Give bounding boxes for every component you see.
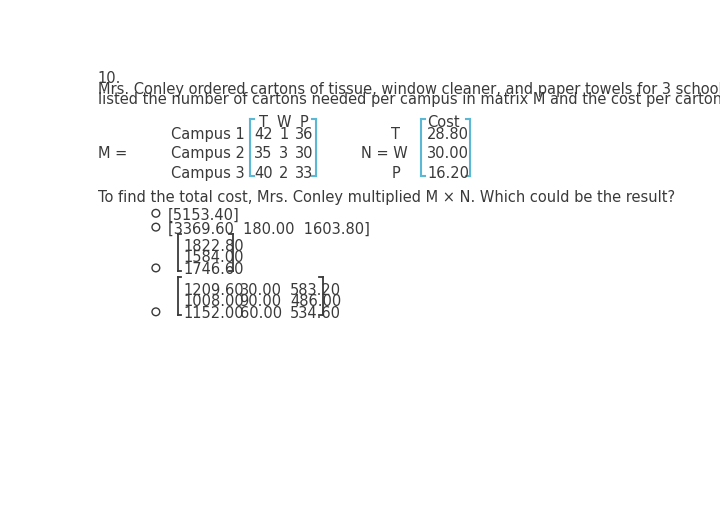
Text: 1: 1 — [279, 127, 289, 142]
Text: 42: 42 — [254, 127, 273, 142]
Text: 3: 3 — [279, 146, 288, 161]
Text: N = W: N = W — [361, 146, 408, 161]
Text: Campus 3: Campus 3 — [171, 166, 245, 180]
Text: [3369.60  180.00  1603.80]: [3369.60 180.00 1603.80] — [168, 222, 369, 237]
Text: 28.80: 28.80 — [427, 127, 469, 142]
Text: 1152.00: 1152.00 — [184, 306, 244, 321]
Text: P: P — [300, 116, 308, 130]
Text: P: P — [391, 166, 400, 180]
Text: 486.00: 486.00 — [290, 294, 341, 309]
Text: [5153.40]: [5153.40] — [168, 208, 239, 223]
Text: 1584.00: 1584.00 — [183, 250, 243, 265]
Text: Campus 1: Campus 1 — [171, 127, 245, 142]
Text: To find the total cost, Mrs. Conley multiplied M × N. Which could be the result?: To find the total cost, Mrs. Conley mult… — [98, 190, 675, 205]
Text: 30.00: 30.00 — [427, 146, 469, 161]
Text: 1008.00: 1008.00 — [184, 294, 245, 309]
Text: Campus 2: Campus 2 — [171, 146, 245, 161]
Text: 16.20: 16.20 — [427, 166, 469, 180]
Text: 40: 40 — [254, 166, 273, 180]
Text: 2: 2 — [279, 166, 289, 180]
Text: 60.00: 60.00 — [240, 306, 282, 321]
Text: Mrs. Conley ordered cartons of tissue, window cleaner, and paper towels for 3 sc: Mrs. Conley ordered cartons of tissue, w… — [98, 82, 720, 97]
Text: 1746.60: 1746.60 — [183, 262, 243, 277]
Text: 30.00: 30.00 — [240, 282, 282, 298]
Text: 30: 30 — [294, 146, 313, 161]
Text: 35: 35 — [254, 146, 273, 161]
Text: listed the number of cartons needed per campus in matrix M and the cost per cart: listed the number of cartons needed per … — [98, 93, 720, 107]
Text: 33: 33 — [294, 166, 313, 180]
Text: T: T — [391, 127, 400, 142]
Text: 534.60: 534.60 — [290, 306, 341, 321]
Text: T: T — [259, 116, 268, 130]
Text: 583.20: 583.20 — [290, 282, 341, 298]
Text: 1822.80: 1822.80 — [183, 239, 243, 254]
Text: W: W — [276, 116, 291, 130]
Text: Cost: Cost — [427, 116, 460, 130]
Text: 1209.60: 1209.60 — [184, 282, 244, 298]
Text: 36: 36 — [294, 127, 313, 142]
Text: 10.: 10. — [98, 71, 121, 86]
Text: 90.00: 90.00 — [240, 294, 282, 309]
Text: M =: M = — [98, 146, 132, 161]
